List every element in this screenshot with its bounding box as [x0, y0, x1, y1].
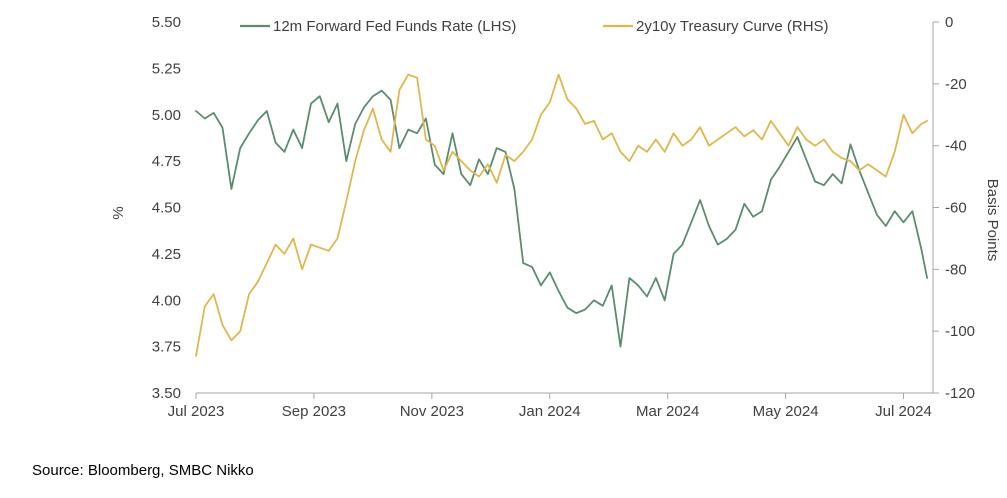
- series-layer: [195, 73, 928, 357]
- x-tick-label: Mar 2024: [636, 403, 699, 420]
- y-tick-label: 4.50: [152, 200, 181, 217]
- y-axis-title: %: [110, 206, 127, 219]
- y2-axis-title: Basis Points: [984, 179, 1001, 262]
- source-note: Source: Bloomberg, SMBC Nikko: [32, 462, 254, 479]
- x-tick-label: Sep 2023: [282, 403, 346, 420]
- y-tick-label: 4.00: [152, 292, 181, 309]
- legend: 12m Forward Fed Funds Rate (LHS) 2y10y T…: [240, 18, 829, 35]
- y-axis-ticks: 3.50 3.75 4.00 4.25 4.50 4.75 5.00 5.25 5.50: [152, 14, 181, 402]
- x-tick-label: Jul 2023: [168, 403, 225, 420]
- y2-axis-ticks: -120 -100 -80 -60 -40 -20 0: [933, 14, 975, 402]
- x-axis-ticks: Jul 2023 Sep 2023 Nov 2023 Jan 2024 Mar 2024…: [168, 393, 932, 420]
- y2-tick-label: -80: [945, 261, 967, 278]
- series-line-fed-funds: [195, 89, 928, 348]
- x-tick-label: Jan 2024: [519, 403, 581, 420]
- y-tick-label: 3.50: [152, 385, 181, 402]
- legend-label-fed-funds: 12m Forward Fed Funds Rate (LHS): [273, 18, 516, 35]
- y2-tick-label: -100: [945, 323, 975, 340]
- y2-tick-label: -120: [945, 385, 975, 402]
- y-tick-label: 5.00: [152, 107, 181, 124]
- y-tick-label: 5.25: [152, 60, 181, 77]
- x-tick-label: Nov 2023: [400, 403, 464, 420]
- y-tick-label: 4.25: [152, 246, 181, 263]
- y-tick-label: 5.50: [152, 14, 181, 31]
- x-tick-label: Jul 2024: [875, 403, 932, 420]
- y2-tick-label: -40: [945, 138, 967, 155]
- x-tick-label: May 2024: [753, 403, 819, 420]
- y-tick-label: 3.75: [152, 339, 181, 356]
- series-line-treasury-curve: [195, 73, 928, 357]
- chart: 3.50 3.75 4.00 4.25 4.50 4.75 5.00 5.25 5.50 -12…: [110, 14, 1001, 420]
- y2-tick-label: 0: [945, 14, 953, 31]
- y2-tick-label: -60: [945, 200, 967, 217]
- y-tick-label: 4.75: [152, 153, 181, 170]
- legend-label-treasury-curve: 2y10y Treasury Curve (RHS): [636, 18, 829, 35]
- y2-tick-label: -20: [945, 76, 967, 93]
